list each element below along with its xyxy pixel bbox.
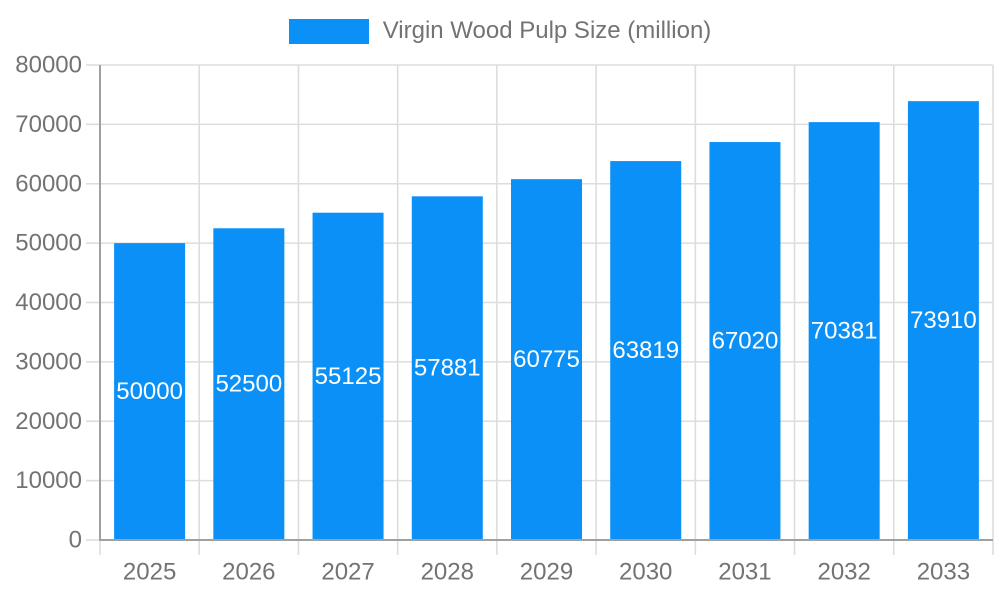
bar[interactable] [610, 161, 682, 540]
y-tick-label: 50000 [15, 230, 82, 257]
legend-label: Virgin Wood Pulp Size (million) [382, 17, 712, 44]
y-tick-label: 30000 [15, 348, 82, 375]
bar-value-label: 55125 [315, 363, 382, 390]
x-tick-label: 2031 [718, 559, 771, 586]
bar-value-label: 57881 [414, 355, 481, 382]
legend-swatch [288, 18, 369, 44]
bar[interactable] [907, 101, 979, 541]
x-tick-label: 2030 [619, 559, 672, 586]
bar[interactable] [411, 196, 483, 541]
legend[interactable]: Virgin Wood Pulp Size (million) [0, 17, 1000, 45]
bar-value-label: 50000 [116, 378, 183, 405]
y-tick-label: 20000 [15, 408, 82, 435]
bar[interactable] [114, 243, 186, 540]
y-tick-label: 40000 [15, 289, 82, 316]
bar[interactable] [808, 122, 880, 540]
x-tick-label: 2028 [421, 559, 474, 586]
bar-value-label: 70381 [811, 318, 878, 345]
x-tick-label: 2026 [222, 559, 275, 586]
y-tick-label: 60000 [15, 170, 82, 197]
y-tick-label: 70000 [15, 111, 82, 138]
y-tick-label: 0 [69, 527, 82, 554]
bar[interactable] [709, 142, 781, 540]
x-tick-label: 2029 [520, 559, 573, 586]
bar-value-label: 60775 [513, 346, 580, 373]
bar[interactable] [511, 179, 582, 540]
x-tick-label: 2027 [321, 559, 374, 586]
x-tick-label: 2032 [817, 559, 870, 586]
bar-value-label: 52500 [215, 371, 282, 398]
bar[interactable] [213, 228, 285, 540]
y-tick-label: 80000 [15, 52, 82, 79]
x-tick-label: 2033 [917, 559, 970, 586]
bar-value-label: 63819 [612, 337, 679, 364]
x-tick-label: 2025 [123, 559, 176, 586]
bar-value-label: 73910 [910, 307, 977, 334]
y-tick-label: 10000 [15, 467, 82, 494]
bar[interactable] [312, 212, 384, 540]
bar-value-label: 67020 [712, 328, 779, 355]
